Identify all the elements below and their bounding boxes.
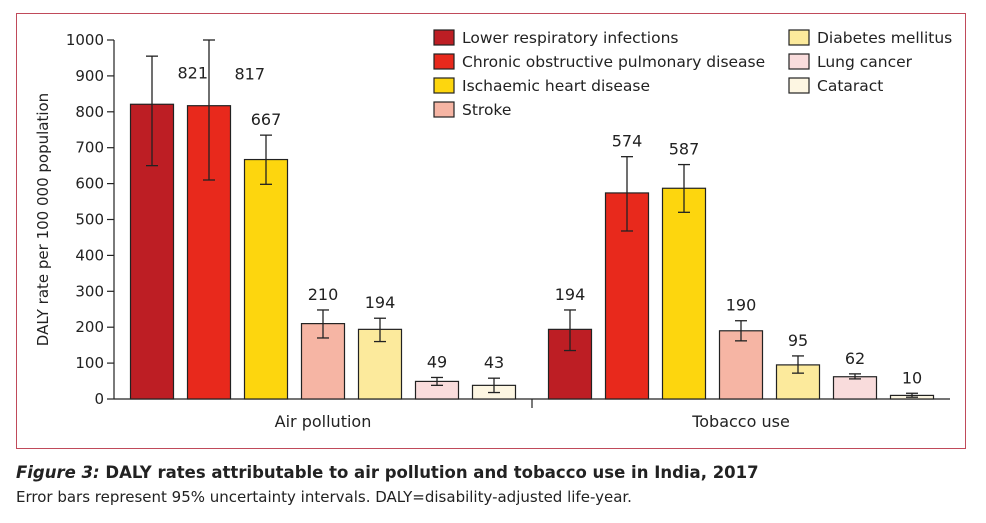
legend-label: Stroke	[462, 101, 511, 119]
data-label: 667	[251, 110, 282, 129]
y-tick-label: 900	[75, 67, 104, 85]
data-label: 95	[788, 331, 808, 350]
legend-swatch	[788, 53, 810, 70]
bar-chart: DALY rate per 100 000 population 0 100 200 3…	[34, 29, 952, 431]
y-tick-label: 700	[75, 139, 104, 157]
bar	[661, 187, 707, 400]
y-tick-label: 500	[75, 211, 104, 229]
y-axis-title: DALY rate per 100 000 population	[34, 93, 52, 346]
x-category-label: Air pollution	[275, 412, 372, 431]
data-label: 817	[235, 65, 266, 84]
bar	[243, 158, 289, 400]
figure-caption: Figure 3: DALY rates attributable to air…	[16, 463, 976, 506]
data-label: 43	[484, 353, 504, 372]
legend-swatch	[433, 77, 455, 94]
legend-label: Lower respiratory infections	[462, 29, 678, 47]
data-label: 194	[365, 293, 396, 312]
caption-title: Figure 3: DALY rates attributable to air…	[16, 463, 976, 482]
data-label: 10	[902, 368, 922, 387]
data-label: 574	[612, 132, 643, 151]
data-label: 821	[178, 63, 209, 82]
data-label: 49	[427, 352, 447, 371]
legend-swatch	[788, 77, 810, 94]
data-label: 587	[669, 140, 700, 159]
legend-swatch	[433, 53, 455, 70]
data-label: 62	[845, 349, 865, 368]
legend-swatch	[433, 101, 455, 118]
data-label: 210	[308, 285, 339, 304]
y-tick-label: 100	[75, 354, 104, 372]
legend-label: Lung cancer	[817, 53, 913, 71]
y-tick-label: 300	[75, 282, 104, 300]
y-tick-label: 200	[75, 318, 104, 336]
legend-label: Diabetes mellitus	[817, 29, 952, 47]
legend-label: Cataract	[817, 77, 883, 95]
figure-label: Figure 3:	[16, 463, 100, 482]
caption-note: Error bars represent 95% uncertainty int…	[16, 488, 632, 506]
y-tick-label: 600	[75, 175, 104, 193]
y-tick-label: 1000	[66, 31, 104, 49]
bar	[718, 330, 764, 400]
chart-frame	[16, 13, 966, 449]
x-category-label: Tobacco use	[691, 412, 790, 431]
legend-swatch	[788, 29, 810, 46]
data-label: 194	[555, 285, 586, 304]
legend-label: Ischaemic heart disease	[462, 77, 650, 95]
y-tick-label: 400	[75, 246, 104, 264]
data-label: 190	[726, 296, 757, 315]
caption-title-text: DALY rates attributable to air pollution…	[105, 463, 759, 482]
bar	[832, 376, 878, 400]
y-tick-label: 0	[94, 390, 104, 408]
legend-label: Chronic obstructive pulmonary disease	[462, 53, 765, 71]
legend-swatch	[433, 29, 455, 46]
y-tick-label: 800	[75, 103, 104, 121]
